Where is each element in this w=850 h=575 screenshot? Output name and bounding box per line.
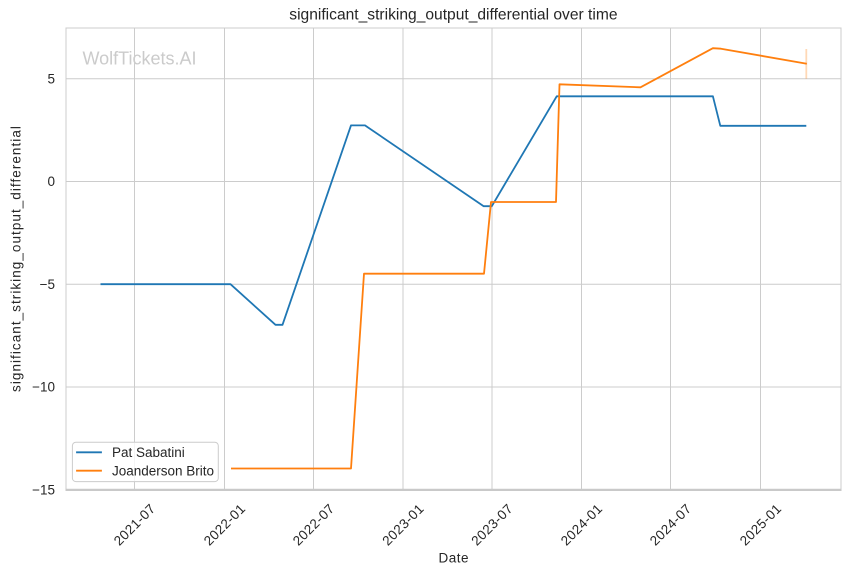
svg-text:−10: −10: [32, 380, 55, 395]
svg-text:2022-01: 2022-01: [201, 501, 249, 549]
svg-text:significant_striking_output_di: significant_striking_output_differential: [9, 125, 24, 392]
svg-text:−5: −5: [40, 277, 55, 292]
svg-text:2021-07: 2021-07: [111, 501, 159, 549]
svg-text:5: 5: [47, 72, 55, 87]
svg-text:2024-07: 2024-07: [647, 501, 695, 549]
svg-text:0: 0: [47, 174, 55, 189]
svg-text:−15: −15: [32, 483, 55, 498]
svg-text:WolfTickets.AI: WolfTickets.AI: [83, 48, 197, 68]
svg-text:2024-01: 2024-01: [558, 501, 606, 549]
svg-text:Joanderson Brito: Joanderson Brito: [112, 463, 214, 478]
svg-text:Pat Sabatini: Pat Sabatini: [112, 445, 185, 460]
svg-text:significant_striking_output_di: significant_striking_output_differential…: [289, 7, 617, 24]
svg-text:2022-07: 2022-07: [290, 501, 338, 549]
svg-text:Date: Date: [439, 551, 470, 566]
svg-text:2023-01: 2023-01: [379, 501, 427, 549]
svg-text:2025-01: 2025-01: [737, 501, 785, 549]
svg-text:2023-07: 2023-07: [468, 501, 516, 549]
